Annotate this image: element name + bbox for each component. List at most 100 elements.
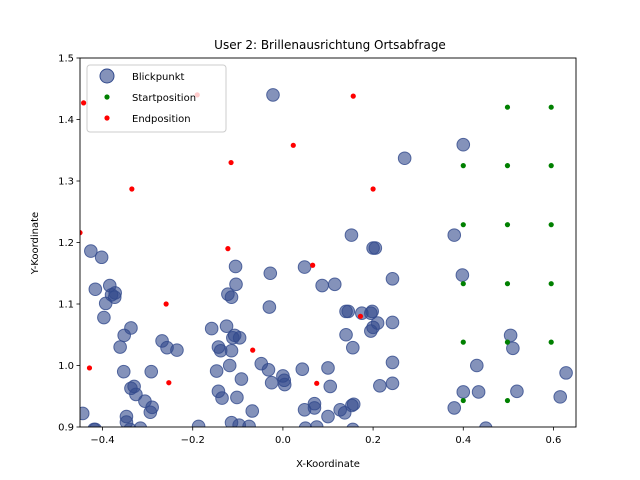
blickpunkt-point	[297, 260, 312, 274]
y-axis-label: Y-Koordinate	[30, 212, 41, 275]
x-tick-label: −0.2	[181, 435, 205, 446]
endposition-point	[163, 301, 169, 307]
blickpunkt-point	[144, 364, 159, 379]
startposition-point	[548, 163, 554, 169]
blickpunkt-point	[327, 277, 342, 292]
startposition-point	[548, 339, 554, 345]
blickpunkt-point	[470, 358, 484, 373]
startposition-point	[460, 397, 466, 404]
blickpunkt-point	[113, 340, 127, 354]
blickpunkt-point	[456, 385, 471, 399]
y-tick-label: 1.4	[58, 115, 74, 126]
startposition-point	[504, 163, 511, 169]
startposition-point	[504, 397, 511, 404]
blickpunkt-point	[261, 363, 276, 377]
startposition-point	[548, 222, 554, 228]
blickpunkt-point	[553, 390, 568, 404]
blickpunkt-point	[215, 391, 229, 405]
blickpunkt-point	[224, 290, 239, 305]
blickpunkt-point	[264, 375, 279, 390]
blickpunkt-point	[397, 151, 412, 166]
y-axis: 0.9 1.0 1.1 1.2 1.3 1.4 1.5	[58, 54, 80, 434]
chart-title: User 2: Brillenausrichtung Ortsabfrage	[214, 38, 446, 52]
blickpunkt-point	[116, 364, 131, 379]
blickpunkt-point	[229, 277, 243, 292]
blickpunkt-point	[309, 420, 324, 427]
legend-label-blickpunkt: Blickpunkt	[132, 72, 185, 83]
endposition-point	[350, 93, 356, 99]
blickpunkt-point	[344, 228, 359, 242]
blickpunkt-point	[170, 343, 184, 357]
blickpunkt-point	[262, 300, 277, 314]
blickpunkt-point	[204, 321, 219, 336]
blickpunkt-point	[98, 296, 113, 311]
legend-marker-startposition	[104, 94, 110, 100]
blickpunkt-point	[297, 402, 312, 417]
blickpunkt-point	[224, 343, 239, 358]
blickpunkt-point	[447, 228, 462, 242]
blickpunkt-point	[447, 401, 462, 415]
blickpunkt-point	[88, 422, 102, 427]
startposition-point	[548, 281, 554, 287]
blickpunkt-point	[385, 271, 400, 286]
blickpunkt-point	[366, 320, 380, 335]
blickpunkt-point	[385, 355, 400, 370]
blickpunkt-point	[339, 327, 353, 342]
legend-marker-blickpunkt	[99, 68, 115, 84]
startposition-point	[504, 222, 511, 228]
startposition-point	[460, 339, 466, 345]
x-tick-label: 0.6	[546, 435, 562, 446]
blickpunkt-point	[266, 88, 280, 102]
blickpunkt-point	[94, 250, 109, 265]
endposition-point	[357, 313, 364, 319]
legend: Blickpunkt Startposition Endposition	[86, 64, 227, 133]
blickpunkt-point	[471, 385, 486, 399]
blickpunkt-point	[242, 419, 256, 427]
blickpunkt-point	[226, 331, 240, 345]
blickpunkt-point	[209, 364, 224, 378]
blickpunkt-point	[559, 366, 573, 380]
blickpunkt-point	[339, 304, 353, 319]
startposition-point	[548, 104, 554, 110]
endposition-point	[314, 380, 320, 386]
x-tick-label: 0.4	[455, 435, 471, 446]
x-tick-label: 0.0	[275, 435, 291, 446]
legend-label-endposition: Endposition	[132, 114, 191, 125]
blickpunkt-point	[219, 319, 234, 333]
endposition-point	[166, 380, 172, 386]
blickpunkt-point	[191, 419, 206, 427]
y-tick-label: 1.1	[58, 300, 74, 311]
blickpunkt-point	[506, 341, 520, 356]
blickpunkt-point	[510, 384, 524, 399]
y-tick-label: 1.3	[58, 177, 74, 188]
blickpunkt-point	[479, 421, 493, 427]
x-tick-label: −0.4	[90, 435, 114, 446]
blickpunkt-point	[123, 422, 137, 427]
x-tick-label: 0.2	[365, 435, 381, 446]
blickpunkt-point	[263, 266, 278, 281]
endposition-point	[250, 347, 256, 353]
series-startposition	[460, 104, 554, 404]
blickpunkt-point	[230, 390, 244, 405]
endposition-point	[81, 100, 87, 106]
endposition-point	[225, 246, 231, 252]
blickpunkt-point	[277, 377, 292, 392]
blickpunkt-point	[385, 376, 400, 391]
blickpunkt-point	[133, 421, 148, 427]
blickpunkt-point	[129, 387, 143, 402]
blickpunkt-point	[337, 406, 352, 420]
y-tick-label: 1.2	[58, 238, 74, 249]
endposition-point	[228, 159, 234, 166]
startposition-point	[504, 104, 511, 110]
y-tick-label: 1.0	[58, 361, 74, 372]
endposition-point	[129, 186, 135, 192]
legend-box	[86, 64, 227, 133]
blickpunkt-point	[321, 409, 335, 424]
blickpunkt-point	[97, 310, 111, 325]
blickpunkt-point	[455, 268, 470, 282]
series-layer	[80, 88, 573, 427]
series-blickpunkt	[80, 88, 573, 427]
blickpunkt-point	[456, 137, 471, 152]
startposition-point	[460, 281, 466, 287]
